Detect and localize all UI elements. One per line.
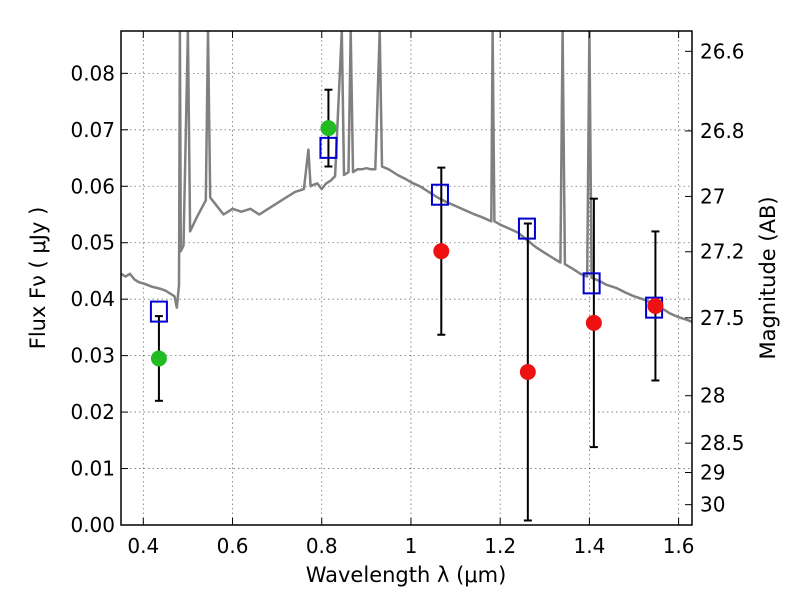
y-tick-label: 0.07: [70, 118, 115, 142]
right-y-axis-label: Magnitude (AB): [756, 196, 780, 359]
model-photometry-square: [517, 217, 536, 240]
marker-layer: [149, 120, 664, 381]
right-tick-label: 26.6: [700, 39, 745, 63]
x-tick-label: 0.8: [306, 534, 338, 558]
y-axis-label: Flux Fν ( μJy ): [26, 207, 50, 350]
x-axis-label: Wavelength λ (μm): [306, 563, 507, 587]
right-tick-label: 30: [700, 493, 725, 517]
spectrum-layer: [121, 31, 692, 323]
right-tick-label: 29: [700, 460, 725, 484]
right-tick-label: 27.2: [700, 240, 745, 264]
model-photometry-square: [582, 272, 601, 295]
y-tick-label: 0.01: [70, 457, 115, 481]
model-photometry-square: [149, 300, 168, 323]
right-tick-label: 27.5: [700, 306, 745, 330]
right-tick-label: 27: [700, 184, 725, 208]
spectrum-line: [121, 31, 692, 323]
y-tick-label: 0.04: [70, 287, 115, 311]
y-tick-label: 0.06: [70, 174, 115, 198]
y-tick-label: 0.08: [70, 61, 115, 85]
x-tick-label: 1.4: [573, 534, 605, 558]
y-tick-label: 0.00: [70, 513, 115, 537]
x-tick-label: 1.6: [663, 534, 695, 558]
limit-point: [433, 243, 450, 260]
model-photometry-square: [319, 136, 338, 159]
detection-point: [150, 350, 167, 367]
right-tick-label: 28.5: [700, 431, 745, 455]
y-tick-label: 0.02: [70, 400, 115, 424]
errorbar-layer: [154, 88, 660, 522]
right-tick-label: 26.8: [700, 119, 745, 143]
limit-point: [585, 314, 602, 331]
model-photometry-square: [430, 183, 449, 206]
y-tick-label: 0.05: [70, 231, 115, 255]
limit-point: [647, 297, 664, 314]
plot-area: [121, 31, 692, 522]
x-tick-label: 1: [405, 534, 418, 558]
x-tick-label: 0.6: [217, 534, 249, 558]
right-tick-label: 28: [700, 384, 725, 408]
y-tick-label: 0.03: [70, 344, 115, 368]
x-tick-label: 1.2: [484, 534, 516, 558]
x-tick-label: 0.4: [127, 534, 159, 558]
detection-point: [320, 120, 337, 137]
ticks: 0.4 0.6 0.8 1 1.2 1.4 1.6 0.00 0.01 0.02 0.03 0.04 0…: [70, 31, 745, 558]
plot-frame: [120, 30, 693, 526]
limit-point: [519, 364, 536, 381]
